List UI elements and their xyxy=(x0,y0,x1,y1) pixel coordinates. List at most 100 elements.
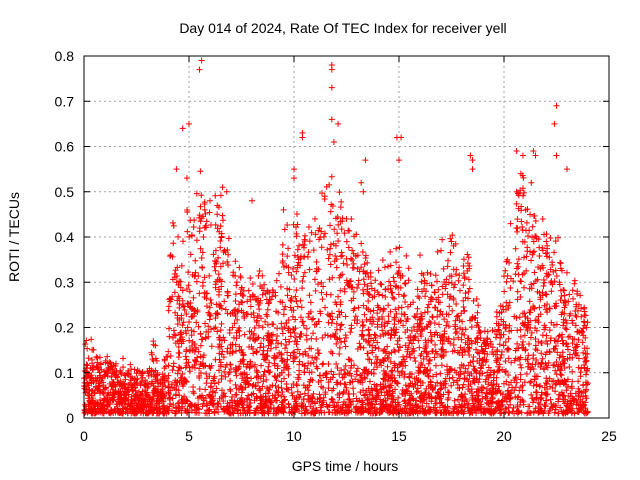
data-point xyxy=(100,399,107,406)
data-point xyxy=(307,299,314,306)
data-point xyxy=(505,381,512,388)
data-point xyxy=(139,395,146,402)
data-point xyxy=(470,354,477,361)
data-point xyxy=(342,402,349,409)
data-point xyxy=(553,272,560,279)
data-point xyxy=(318,289,325,296)
data-point xyxy=(260,287,267,294)
data-point xyxy=(374,339,381,346)
data-point xyxy=(529,395,536,402)
data-point xyxy=(351,317,358,324)
data-point xyxy=(203,218,210,225)
data-point xyxy=(333,410,340,417)
data-point xyxy=(459,384,466,391)
data-point xyxy=(234,316,241,323)
data-point xyxy=(523,370,530,377)
data-point xyxy=(331,407,338,414)
data-point xyxy=(285,245,292,252)
data-point xyxy=(150,409,157,416)
data-point xyxy=(109,364,116,371)
data-point xyxy=(455,277,462,284)
data-point xyxy=(528,329,535,336)
data-point xyxy=(92,374,99,381)
data-point xyxy=(474,319,481,326)
data-point xyxy=(279,406,286,413)
data-point xyxy=(207,312,214,319)
data-point xyxy=(177,284,184,291)
data-point xyxy=(539,216,546,223)
data-point xyxy=(139,406,146,413)
data-point xyxy=(183,356,190,363)
data-point xyxy=(332,242,339,249)
data-point xyxy=(446,375,453,382)
data-point xyxy=(305,223,312,230)
data-point xyxy=(285,264,292,271)
data-point xyxy=(456,317,463,324)
data-point xyxy=(583,357,590,364)
data-point xyxy=(192,344,199,351)
data-point xyxy=(360,302,367,309)
data-point xyxy=(558,389,565,396)
data-point xyxy=(293,211,300,218)
data-point xyxy=(196,365,203,372)
data-point xyxy=(522,346,529,353)
data-point xyxy=(208,300,215,307)
data-point xyxy=(377,359,384,366)
data-point xyxy=(353,395,360,402)
data-point xyxy=(552,367,559,374)
data-point xyxy=(269,331,276,338)
data-point xyxy=(503,378,510,385)
data-point xyxy=(214,400,221,407)
data-point xyxy=(301,410,308,417)
data-point xyxy=(380,375,387,382)
data-point xyxy=(525,403,532,410)
data-point xyxy=(556,281,563,288)
data-point xyxy=(389,372,396,379)
data-point xyxy=(519,185,526,192)
data-point xyxy=(170,222,177,229)
data-point xyxy=(319,334,326,341)
data-point xyxy=(503,398,510,405)
data-point xyxy=(165,389,172,396)
data-point xyxy=(490,388,497,395)
data-point xyxy=(447,340,454,347)
data-point xyxy=(337,405,344,412)
data-point xyxy=(101,386,108,393)
data-point xyxy=(366,292,373,299)
data-point xyxy=(458,361,465,368)
data-point xyxy=(373,396,380,403)
data-point xyxy=(385,318,392,325)
data-point xyxy=(476,387,483,394)
data-point xyxy=(238,299,245,306)
data-point xyxy=(128,406,135,413)
data-point xyxy=(528,179,535,186)
data-point xyxy=(536,244,543,251)
data-point xyxy=(400,293,407,300)
data-point xyxy=(215,286,222,293)
data-point xyxy=(429,373,436,380)
data-point xyxy=(378,389,385,396)
data-point xyxy=(282,303,289,310)
data-point xyxy=(161,365,168,372)
data-point xyxy=(532,405,539,412)
data-point xyxy=(492,405,499,412)
data-point xyxy=(275,384,282,391)
data-point xyxy=(172,392,179,399)
data-point xyxy=(517,278,524,285)
data-point xyxy=(385,330,392,337)
data-point xyxy=(556,354,563,361)
data-point xyxy=(339,252,346,259)
data-point xyxy=(110,379,117,386)
data-point xyxy=(143,392,150,399)
data-point xyxy=(489,344,496,351)
data-point xyxy=(330,371,337,378)
data-point xyxy=(336,344,343,351)
data-point xyxy=(94,354,101,361)
data-point xyxy=(399,368,406,375)
data-point xyxy=(474,336,481,343)
data-point xyxy=(346,408,353,415)
data-point xyxy=(456,272,463,279)
data-point xyxy=(253,405,260,412)
data-point xyxy=(290,358,297,365)
data-point xyxy=(560,316,567,323)
